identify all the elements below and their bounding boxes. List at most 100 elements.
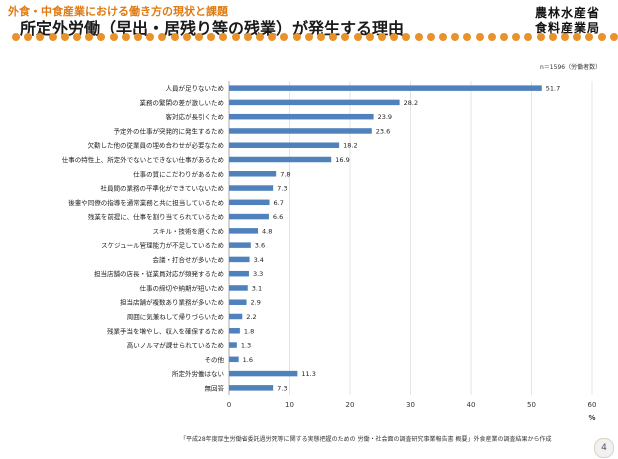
divider-dot [585,33,594,41]
x-tick-label: 0 [227,401,231,409]
category-label: 人員が足りないため [166,84,225,93]
category-label: 高いノルマが課せられているため [127,341,224,350]
bar [229,128,372,134]
divider-dot [426,33,435,41]
category-label: スケジュール管理能力が不足しているため [101,241,224,250]
divider-dot [207,33,216,41]
bar [229,228,259,234]
category-label: 担当店舗の店長・従業員対応が頻発するため [94,269,224,278]
divider-dot [536,33,545,41]
category-label: 残業手当を増やし、収入を確保するため [107,326,224,335]
dotted-divider [12,33,618,41]
bar [229,370,298,377]
data-label: 2.9 [251,299,261,307]
divider-dot [414,33,423,41]
data-label: 51.7 [546,85,560,93]
divider-dot [341,33,350,41]
data-label: 18.2 [343,142,357,150]
divider-dot [36,33,45,41]
bar [229,385,274,391]
divider-dot [219,33,228,41]
divider-dot [170,33,179,41]
data-label: 16.9 [335,156,349,164]
bar [229,270,249,277]
divider-dot [231,33,240,41]
data-label: 1.3 [241,342,251,350]
category-label: 無回答 [205,383,225,392]
x-tick-label: 20 [346,401,355,409]
data-label: 3.1 [252,284,262,292]
data-label: 3.6 [255,242,265,250]
divider-dot [109,33,118,41]
category-label: 欠勤した他の従業員の埋め合わせが必要なため [88,141,225,150]
divider-dot [487,33,496,41]
category-label: 仕事の特性上、所定外でないとできない仕事があるため [62,155,224,164]
category-label: 社員間の業務の平準化ができていないため [101,184,225,193]
divider-dot [12,33,20,41]
divider-dot [463,33,472,41]
sample-size-note: n＝1596（労働者数） [540,64,602,71]
category-label: スキル・技術を磨くため [153,226,225,235]
divider-dot [548,33,557,41]
data-label: 28.2 [404,99,418,107]
x-tick-label: 60 [588,401,597,409]
bar [229,113,374,120]
ministry-line-2: 食料産業局 [534,21,600,35]
divider-dot [365,33,374,41]
category-label: 業務の繁閑の差が激しいため [140,98,225,107]
bar [229,342,237,348]
divider-dot [353,33,362,41]
divider-dot [378,33,386,41]
divider-dot [317,33,325,41]
bar [229,185,274,191]
data-label: 3.3 [253,270,263,278]
divider-dot [500,33,508,41]
category-label: その他 [205,355,225,364]
data-label: 6.7 [274,199,284,207]
x-tick-label: 50 [527,401,536,409]
divider-dot [402,33,411,41]
divider-dot [146,33,155,41]
data-label: 7.8 [280,170,290,178]
bar [229,256,250,263]
data-label: 23.6 [376,127,390,135]
page-number: 4 [594,438,614,458]
divider-dot [439,33,447,41]
bar-chart: 0 10 20 30 40 50 60% 人員が足りないため 51.7 業務の繁閑の差が激しいため… [62,81,597,422]
divider-dot [609,33,618,41]
bar [229,199,270,206]
x-tick-label: 40 [467,401,476,409]
divider-dot [597,33,606,41]
bar [229,242,251,248]
divider-dot [243,33,252,41]
divider-dot [195,33,203,41]
divider-dot [268,33,277,41]
divider-dot [390,33,399,41]
data-label: 3.4 [254,256,264,264]
divider-dot [561,33,569,41]
bar [229,142,340,148]
divider-dot [121,33,130,41]
data-label: 6.6 [273,213,283,221]
divider-dot [512,33,521,41]
category-label: 残業を前提に、仕事を割り当てられているため [88,212,224,221]
bar [229,285,248,291]
divider-dot [24,33,33,41]
divider-dot [280,33,289,41]
ministry-line-1: 農林水産省 [534,6,600,20]
divider-dot [182,33,191,41]
bar [229,328,240,334]
divider-dot [73,33,81,41]
divider-dot [48,33,57,41]
x-tick-label: 30 [406,401,415,409]
divider-dot [524,33,533,41]
divider-dot [158,33,167,41]
chart-container: 0 10 20 30 40 50 60% 人員が足りないため 51.7 業務の繁閑の差が激しいため… [2,52,616,424]
bar [229,213,269,220]
ministry-logo-text: 農林水産省 食料産業局 [535,6,600,36]
bar [229,156,332,163]
divider-dot [97,33,106,41]
source-note: 「平成28年度厚生労働省委託過労死等に関する実態把握のための 労働・社会面の調査… [180,436,552,443]
divider-dot [85,33,94,41]
divider-dot [60,33,69,41]
